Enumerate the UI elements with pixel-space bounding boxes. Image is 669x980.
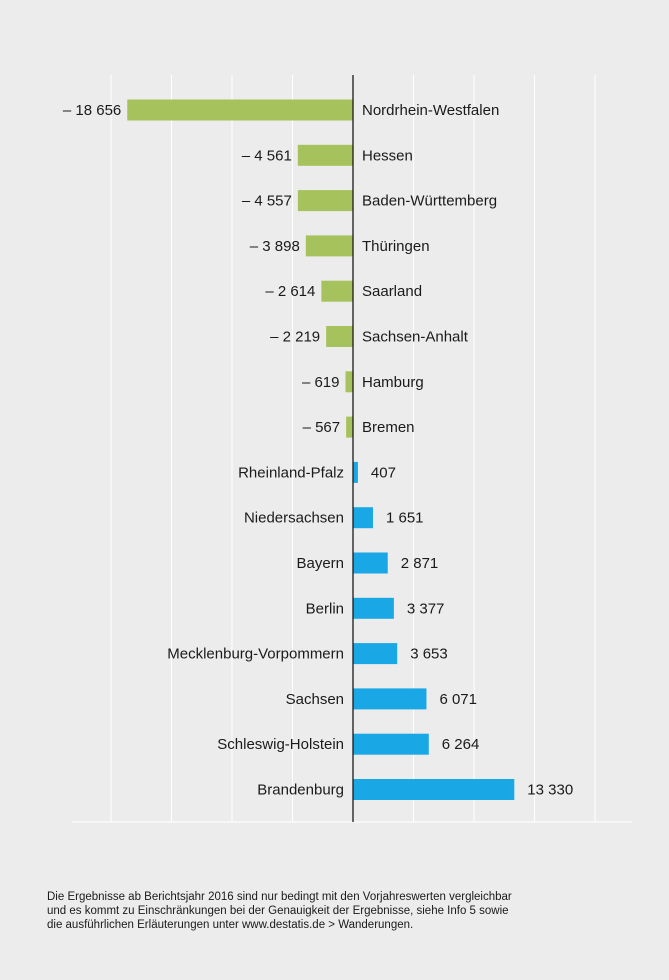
bar (345, 371, 353, 393)
category-label: Sachsen (286, 691, 344, 708)
category-label: Niedersachsen (244, 510, 344, 527)
footnote-line: und es kommt zu Einschränkungen bei der … (47, 905, 509, 917)
value-label: – 3 898 (250, 238, 300, 255)
category-label: Brandenburg (257, 782, 344, 799)
bar (346, 416, 353, 438)
bar (353, 461, 358, 483)
value-label: 13 330 (527, 782, 573, 799)
category-label: Nordrhein-Westfalen (362, 102, 499, 119)
value-label: – 4 561 (242, 147, 292, 164)
value-label: – 567 (303, 419, 341, 436)
bar-chart: Nordrhein-Westfalen – 18 656 Hessen – 4 561… (63, 75, 632, 823)
category-label: Bayern (296, 555, 344, 572)
value-label: 6 071 (439, 691, 477, 708)
bar (297, 144, 353, 166)
category-label: Baden-Württemberg (362, 193, 497, 210)
value-label: 407 (371, 464, 396, 481)
bar (353, 597, 394, 619)
value-label: 3 653 (410, 646, 448, 663)
value-label: – 18 656 (63, 102, 121, 119)
value-label: – 2 614 (265, 283, 315, 300)
category-label: Thüringen (362, 238, 430, 255)
value-label: 6 264 (442, 736, 480, 753)
category-label: Mecklenburg-Vorpommern (167, 646, 344, 663)
category-label: Schleswig-Holstein (217, 736, 344, 753)
value-label: – 4 557 (242, 193, 292, 210)
category-label: Sachsen-Anhalt (362, 329, 469, 346)
category-label: Berlin (306, 600, 344, 617)
bar (353, 507, 373, 529)
bar (353, 643, 398, 665)
value-label: – 2 219 (270, 329, 320, 346)
category-label: Hessen (362, 147, 413, 164)
bar (353, 552, 388, 574)
value-label: – 619 (302, 374, 340, 391)
value-label: 3 377 (407, 600, 445, 617)
bar (326, 326, 353, 347)
footnote-line: die ausführlichen Erläuterungen unter ww… (47, 919, 414, 931)
bar (353, 733, 429, 755)
bar (321, 280, 353, 302)
bar (297, 190, 353, 212)
bar (305, 235, 353, 257)
bar (353, 779, 515, 800)
value-label: 2 871 (401, 555, 439, 572)
footnote-line: Die Ergebnisse ab Berichtsjahr 2016 sind… (47, 891, 512, 903)
category-label: Hamburg (362, 374, 424, 391)
footnote: Die Ergebnisse ab Berichtsjahr 2016 sind… (47, 890, 647, 932)
bar (127, 99, 354, 121)
bar (353, 688, 427, 710)
category-label: Saarland (362, 283, 422, 300)
category-label: Rheinland-Pfalz (238, 464, 344, 481)
value-label: 1 651 (386, 510, 424, 527)
category-label: Bremen (362, 419, 415, 436)
